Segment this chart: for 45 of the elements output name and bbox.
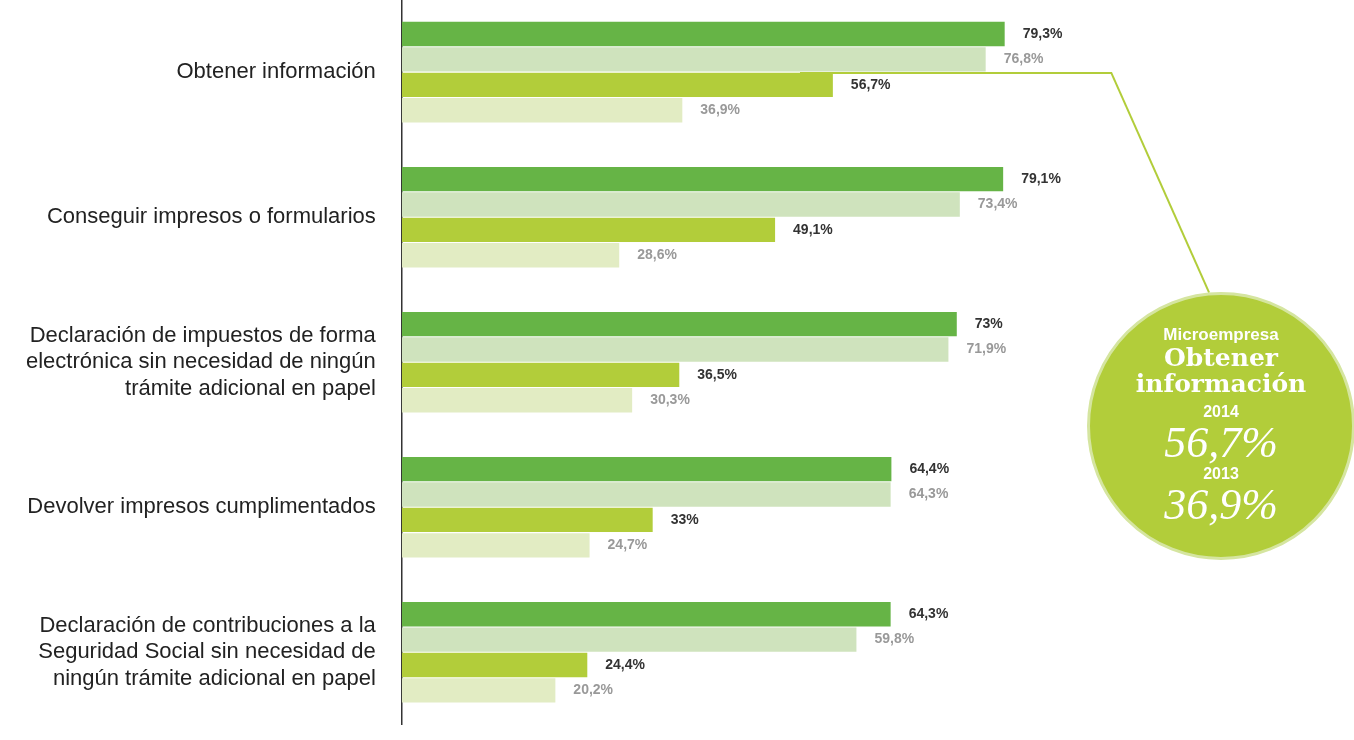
bar [401,166,1004,192]
data-label: 76,8% [1003,50,1044,67]
y-tick-label: Devolver impresos cumplimentados [27,493,376,519]
data-label: 73,4% [977,195,1019,212]
data-label: 73% [974,314,1004,331]
bar [401,678,556,703]
data-label: 24,7% [607,536,648,553]
bar [401,602,891,627]
bar [401,482,891,507]
data-label: 28,6% [637,246,678,263]
data-label: 64,4% [909,460,950,477]
bar [401,627,857,652]
data-label: 64,3% [908,605,949,622]
bar [401,47,986,72]
data-label: 71,9% [966,340,1007,357]
y-tick-label: Declaración de contribuciones a la Seguridad Social sin necesidad de ningún trámite adicional en papel [38,611,377,690]
callout-circle: Microempresa Obtener información 2014 56,7% 2013 36,9% [1087,292,1354,560]
data-label: 49,1% [793,220,834,237]
bar [401,243,620,268]
bar [401,98,683,123]
bar [401,192,960,217]
y-tick-label: Declaración de impuestos de forma electrónica sin necesidad de ningún trámite adicional en papel [25,321,377,400]
data-label: 79,3% [1022,24,1063,41]
bar [401,362,680,388]
bar [401,21,1005,47]
bar [401,507,653,533]
y-tick-label: Obtener información [176,58,376,84]
y-tick-label: Conseguir impresos o formularios [46,203,376,229]
bar [401,533,590,558]
data-label: 24,4% [605,655,646,672]
data-label: 20,2% [573,681,614,698]
data-label: 59,8% [874,630,915,647]
data-label: 36,9% [700,101,741,118]
bar [401,311,957,337]
data-label: 56,7% [850,75,892,92]
bar [401,652,588,678]
data-label: 79,1% [1021,169,1062,186]
bar [401,217,776,243]
data-label: 30,3% [650,391,691,408]
data-label: 33% [670,510,700,527]
data-label: 36,5% [697,365,738,382]
bar [401,388,633,413]
bar [401,337,949,362]
bar [401,456,892,482]
data-label: 64,3% [908,485,949,502]
